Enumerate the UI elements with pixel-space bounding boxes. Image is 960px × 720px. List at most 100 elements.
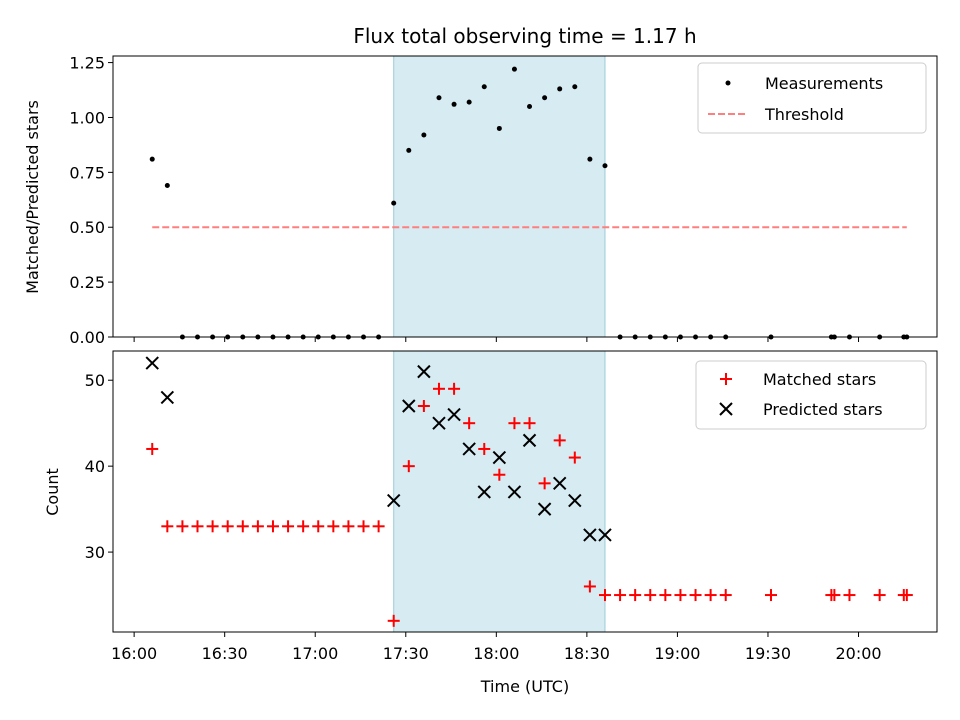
predicted-star-point <box>386 493 401 508</box>
predicted-star-point <box>598 528 612 542</box>
measurement-point <box>451 101 457 107</box>
matched-star-point <box>417 399 430 412</box>
x-tick-label: 17:00 <box>292 644 338 663</box>
measurement-point <box>391 200 397 206</box>
bottom-y-tick-label: 40 <box>85 457 105 476</box>
x-tick-label: 16:00 <box>111 644 157 663</box>
matched-star-point <box>493 468 506 481</box>
x-tick-label: 18:30 <box>564 644 610 663</box>
matched-star-point <box>828 589 841 602</box>
measurement-point <box>421 132 427 138</box>
predicted-star-point <box>402 399 416 413</box>
matched-star-point <box>538 477 551 490</box>
legend-label-predicted: Predicted stars <box>763 400 883 419</box>
top-axes-frame <box>112 55 938 338</box>
matched-star-point <box>448 382 461 395</box>
predicted-star-point <box>447 407 461 422</box>
bottom-y-tick-label: 30 <box>85 543 105 562</box>
matched-star-point <box>873 589 886 602</box>
measurement-point <box>572 84 578 90</box>
predicted-star-point <box>492 450 507 465</box>
predicted-star-point <box>553 476 567 491</box>
legend-marker-predicted <box>719 402 733 416</box>
matched-star-point <box>432 382 445 395</box>
matched-star-point <box>251 520 264 533</box>
top-y-axis-label: Matched/Predicted stars <box>23 100 42 294</box>
predicted-star-point <box>477 485 491 499</box>
measurement-point <box>149 156 155 162</box>
matched-star-point <box>508 417 521 430</box>
matched-star-point <box>463 417 476 430</box>
matched-star-point <box>176 520 189 533</box>
measurement-point <box>466 99 472 105</box>
measurement-point <box>542 95 548 101</box>
measurement-point <box>557 86 563 92</box>
top-panel: 0.00 0.25 0.50 0.75 1.00 1.25 <box>69 54 938 347</box>
top-y-tick-label: 0.25 <box>69 273 105 292</box>
matched-star-point <box>553 434 566 447</box>
matched-star-point <box>357 520 370 533</box>
predicted-star-point <box>507 485 522 499</box>
matched-star-point <box>312 520 325 533</box>
matched-star-point <box>523 417 536 430</box>
predicted-star-point <box>568 493 582 508</box>
matched-star-point <box>327 520 340 533</box>
matched-star-point <box>674 589 687 602</box>
top-y-tick-label: 1.25 <box>69 54 105 73</box>
matched-star-point <box>764 589 777 602</box>
legend-marker-matched <box>720 373 732 385</box>
x-tick-label: 18:00 <box>473 644 519 663</box>
measurement-point <box>587 156 593 162</box>
matched-star-point <box>598 589 611 602</box>
top-legend: Measurements Threshold <box>697 62 927 134</box>
matched-star-point <box>614 589 627 602</box>
top-highlight-band <box>393 55 606 338</box>
measurement-point <box>406 147 412 153</box>
x-tick-label: 19:30 <box>745 644 791 663</box>
x-axis-label: Time (UTC) <box>480 677 569 696</box>
matched-star-point <box>843 589 856 602</box>
matched-star-point <box>583 580 596 593</box>
matched-star-point <box>191 520 204 533</box>
predicted-star-point <box>462 442 476 456</box>
matched-star-point <box>297 520 310 533</box>
matched-star-point <box>372 520 385 533</box>
matched-star-point <box>719 589 732 602</box>
bottom-highlight-band <box>393 350 606 633</box>
matched-star-point <box>387 614 400 627</box>
predicted-star-point <box>417 364 431 379</box>
legend-marker-measurements <box>725 80 731 86</box>
matched-star-point <box>146 442 159 455</box>
matched-star-point <box>568 451 581 464</box>
x-tick-label: 19:00 <box>654 644 700 663</box>
matched-star-point <box>402 460 415 473</box>
x-tick-label: 20:00 <box>835 644 881 663</box>
chart-title: Flux total observing time = 1.17 h <box>353 24 696 48</box>
bottom-legend: Matched stars Predicted stars <box>695 360 927 430</box>
matched-star-point <box>266 520 279 533</box>
measurement-point <box>436 95 442 101</box>
matched-star-point <box>221 520 234 533</box>
matched-star-point <box>900 589 913 602</box>
bottom-y-tick-label: 50 <box>85 371 105 390</box>
measurement-point <box>481 84 487 90</box>
measurement-point <box>527 103 533 109</box>
top-y-tick-label: 0.00 <box>69 328 105 347</box>
x-tick-label: 16:30 <box>202 644 248 663</box>
predicted-star-point <box>432 416 446 430</box>
legend-label-measurements: Measurements <box>765 74 883 93</box>
matched-star-point <box>206 520 219 533</box>
measurement-point <box>496 125 502 131</box>
bottom-panel: 30 40 50 16:00 16:30 17:00 17:30 18:00 18:30 19:0… <box>85 350 938 663</box>
matched-star-point <box>342 520 355 533</box>
matched-star-point <box>478 442 491 455</box>
predicted-star-point <box>160 390 175 405</box>
matched-star-point <box>629 589 642 602</box>
bottom-y-axis-label: Count <box>43 468 62 516</box>
measurement-point <box>511 66 517 72</box>
predicted-star-point <box>522 433 537 448</box>
predicted-star-point <box>583 528 597 542</box>
matched-star-point <box>236 520 249 533</box>
matched-star-point <box>689 589 702 602</box>
